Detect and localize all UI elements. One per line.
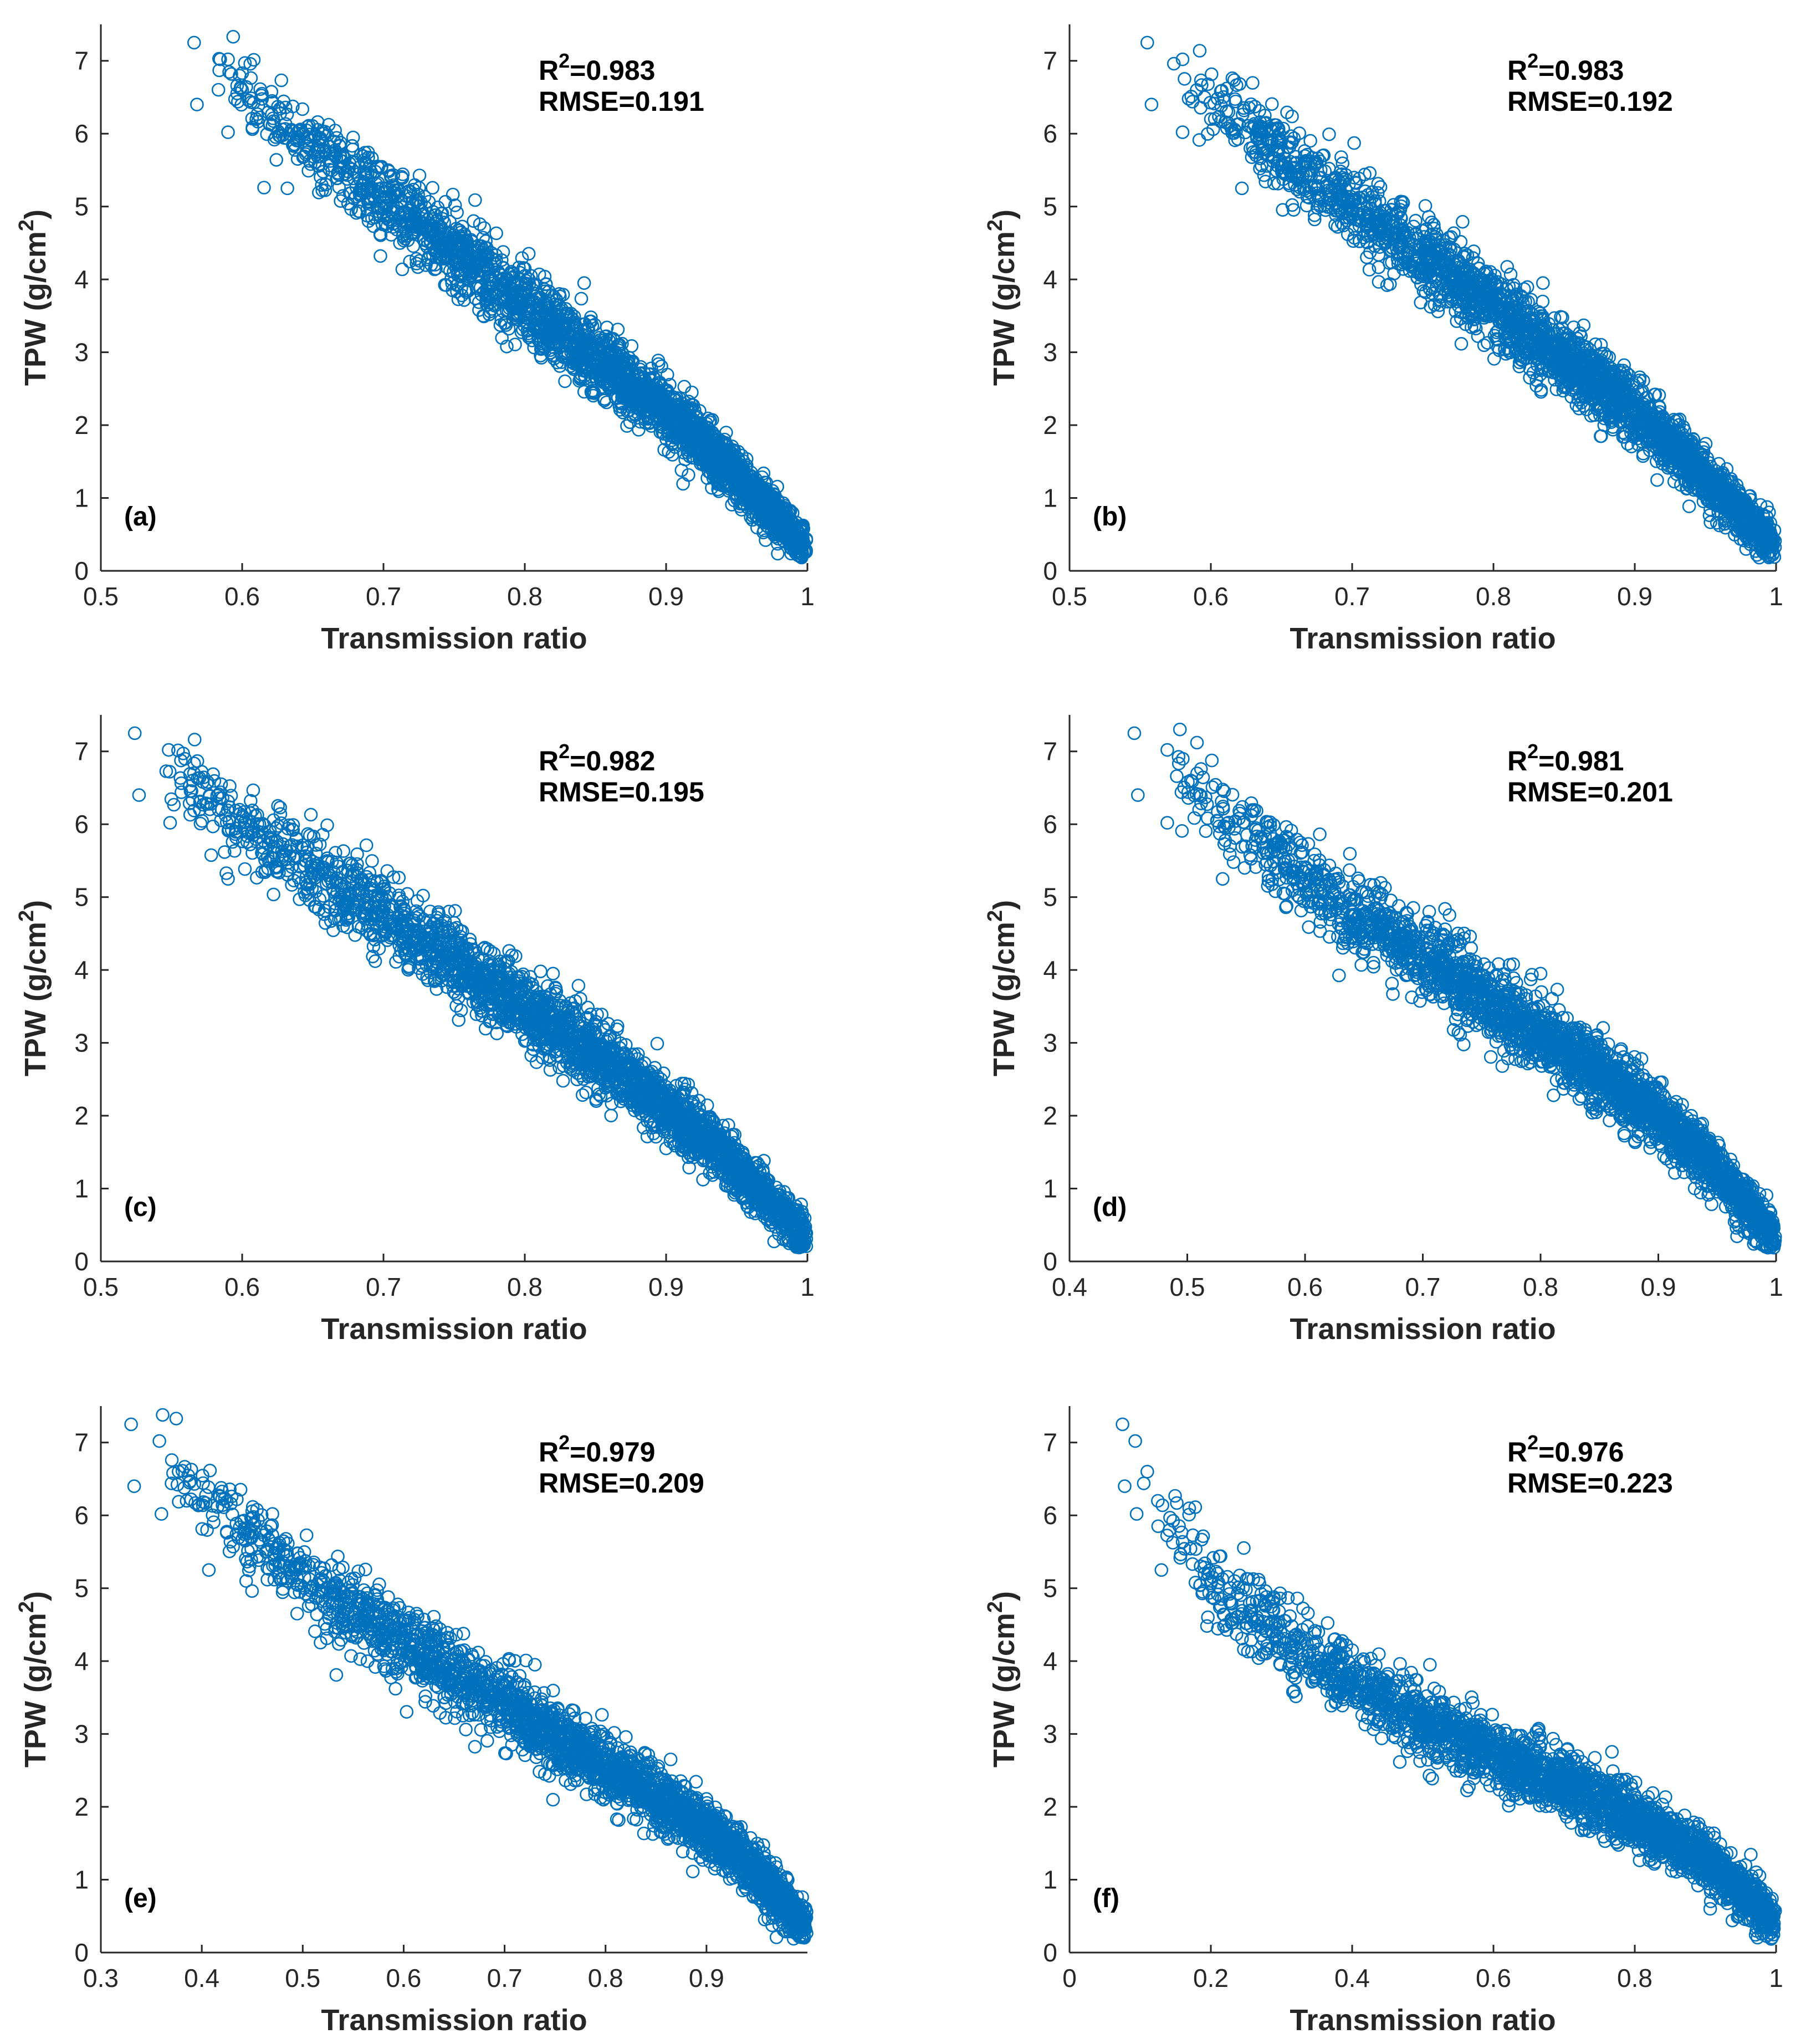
y-tick-label: 0	[74, 556, 89, 585]
data-point	[395, 262, 410, 277]
y-tick-label: 5	[74, 192, 89, 221]
data-point	[374, 249, 387, 263]
y-tick-label: 7	[74, 47, 89, 75]
data-point	[290, 152, 305, 166]
x-tick-label: 0.7	[366, 582, 401, 611]
data-points	[187, 30, 814, 565]
x-axis-title: Transmission ratio	[321, 622, 587, 655]
r-squared-annotation: R2=0.983	[539, 49, 655, 86]
data-point	[373, 228, 387, 242]
r-squared-symbol: R	[539, 55, 559, 86]
y-tick-label: 1	[74, 484, 89, 513]
x-tick-label: 0.5	[83, 582, 119, 611]
y-axis-title: TPW (g/cm2)	[15, 209, 52, 386]
y-axis-title-main: TPW (g/cm	[19, 231, 52, 386]
data-point	[468, 193, 482, 207]
data-point	[247, 53, 261, 67]
data-point	[393, 236, 407, 250]
y-axis-title-close: )	[19, 209, 52, 219]
data-point	[448, 198, 462, 212]
data-point	[567, 309, 581, 324]
data-point	[311, 186, 326, 200]
y-axis-title-superscript: 2	[15, 219, 38, 231]
y-tick-label: 4	[74, 265, 89, 294]
scatter-panel-a: 0.5 0.6 0.7 0.8 0.9 1 0 1 2 3 4 5 6 7 Transmission rat…	[15, 24, 815, 655]
panel-label: (a)	[124, 502, 157, 532]
y-tick-label: 3	[74, 338, 89, 367]
x-tick-label: 1	[800, 582, 815, 611]
data-point	[238, 56, 252, 70]
rmse-annotation: RMSE=0.191	[539, 86, 704, 117]
data-point	[521, 247, 536, 261]
y-tick-label: 2	[74, 411, 89, 440]
x-tick-label: 0.9	[648, 582, 684, 611]
r-squared-value: =0.983	[570, 55, 655, 86]
data-point	[577, 385, 591, 399]
data-point	[235, 66, 249, 80]
y-tick-label: 6	[74, 119, 89, 148]
data-point	[274, 73, 289, 88]
data-point	[257, 181, 271, 195]
x-tick-label: 0.8	[507, 582, 543, 611]
r-squared-superscript: 2	[559, 49, 570, 72]
x-tick-label: 0.6	[224, 582, 260, 611]
y-axis-title-text: TPW (g/cm2)	[15, 209, 52, 386]
